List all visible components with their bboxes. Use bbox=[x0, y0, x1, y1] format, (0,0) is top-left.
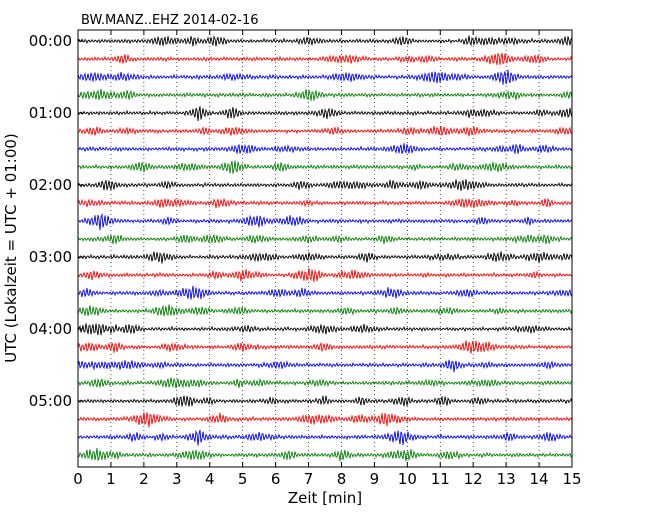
trace-row-18 bbox=[77, 359, 573, 373]
trace-row-23 bbox=[77, 448, 573, 462]
trace-row-0 bbox=[77, 35, 573, 47]
trace-row-20 bbox=[77, 395, 573, 407]
y-tick-label: 03:00 bbox=[29, 248, 72, 266]
y-tick-label: 00:00 bbox=[29, 32, 72, 50]
x-tick-label: 7 bbox=[304, 470, 314, 488]
x-tick-label: 4 bbox=[205, 470, 215, 488]
trace-row-10 bbox=[77, 212, 573, 231]
trace-row-15 bbox=[77, 304, 573, 317]
trace-row-9 bbox=[77, 197, 573, 209]
x-tick-label: 9 bbox=[370, 470, 380, 488]
trace-row-19 bbox=[77, 377, 573, 389]
trace-row-17 bbox=[77, 340, 573, 354]
x-axis-label: Zeit [min] bbox=[288, 489, 362, 507]
trace-row-7 bbox=[77, 160, 573, 174]
trace-row-13 bbox=[77, 267, 573, 283]
trace-row-6 bbox=[77, 143, 573, 155]
y-axis: 00:00 01:00 02:00 03:00 04:00 05:00 bbox=[29, 32, 83, 410]
trace-row-2 bbox=[77, 69, 573, 85]
x-tick-label: 2 bbox=[139, 470, 149, 488]
x-tick-label: 13 bbox=[497, 470, 516, 488]
trace-row-14 bbox=[77, 285, 573, 300]
y-tick-label: 01:00 bbox=[29, 104, 72, 122]
x-tick-label: 8 bbox=[337, 470, 347, 488]
trace-row-22 bbox=[77, 429, 573, 446]
x-tick-label: 5 bbox=[238, 470, 248, 488]
plot-frame bbox=[77, 29, 573, 468]
x-tick-label: 10 bbox=[398, 470, 417, 488]
x-tick-label: 14 bbox=[530, 470, 549, 488]
x-tick-label: 6 bbox=[271, 470, 281, 488]
trace-row-8 bbox=[77, 179, 573, 192]
x-tick-label: 1 bbox=[106, 470, 116, 488]
trace-row-11 bbox=[77, 233, 573, 245]
chart-title: BW.MANZ..EHZ 2014-02-16 bbox=[81, 13, 259, 28]
x-tick-label: 12 bbox=[464, 470, 483, 488]
y-tick-label: 04:00 bbox=[29, 320, 72, 338]
x-tick-label: 15 bbox=[562, 470, 581, 488]
seismic-traces bbox=[77, 35, 573, 462]
y-tick-label: 05:00 bbox=[29, 392, 72, 410]
trace-row-5 bbox=[77, 125, 573, 137]
x-tick-label: 11 bbox=[431, 470, 450, 488]
trace-row-3 bbox=[77, 88, 573, 101]
y-tick-label: 02:00 bbox=[29, 176, 72, 194]
x-axis: 0 1 2 3 4 5 6 7 8 9 10 11 12 13 14 15 bbox=[73, 30, 582, 488]
trace-row-21 bbox=[77, 412, 573, 428]
trace-row-12 bbox=[77, 251, 573, 264]
trace-row-1 bbox=[77, 52, 573, 65]
x-tick-label: 3 bbox=[172, 470, 182, 488]
x-tick-label: 0 bbox=[73, 470, 83, 488]
y-axis-label: UTC (Lokalzeit = UTC + 01:00) bbox=[2, 133, 20, 363]
trace-row-4 bbox=[77, 106, 573, 122]
trace-row-16 bbox=[77, 323, 573, 336]
grid-lines bbox=[110, 30, 540, 467]
